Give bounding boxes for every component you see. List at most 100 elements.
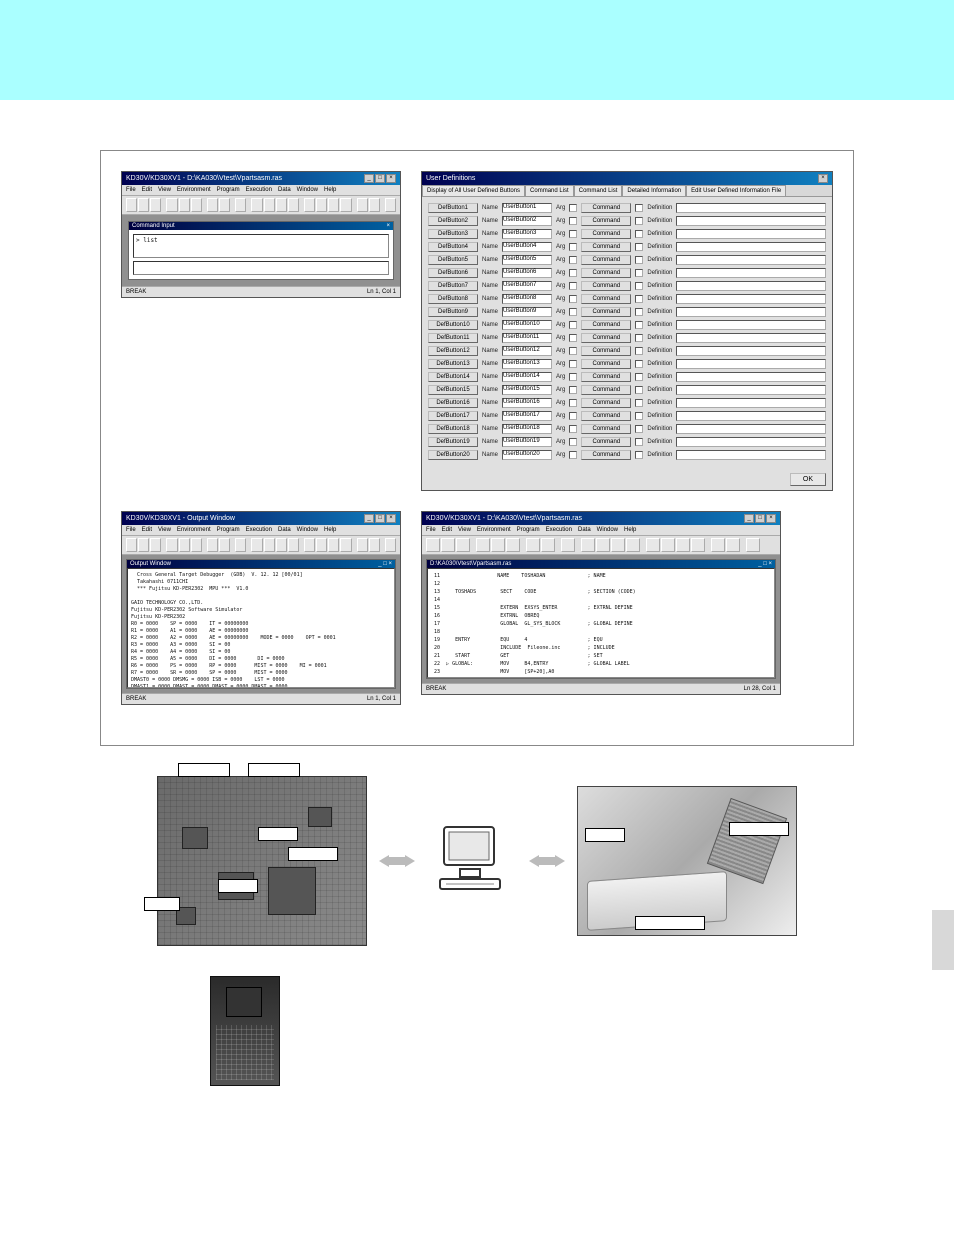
def-field[interactable]: [676, 203, 826, 213]
tool-button[interactable]: [369, 538, 380, 552]
def-field[interactable]: [676, 424, 826, 434]
tool-button[interactable]: [561, 538, 575, 552]
tab-cmdlist2[interactable]: Command List: [574, 185, 623, 196]
arg-checkbox[interactable]: [569, 373, 577, 381]
menu-view[interactable]: View: [158, 527, 171, 533]
command-button[interactable]: Command: [581, 216, 631, 226]
command-button[interactable]: Command: [581, 281, 631, 291]
def-field[interactable]: [676, 255, 826, 265]
defbutton[interactable]: DefButton11: [428, 333, 478, 343]
menu-env[interactable]: Environment: [177, 187, 211, 193]
arg-checkbox[interactable]: [569, 308, 577, 316]
menu-data[interactable]: Data: [278, 527, 291, 533]
tool-button[interactable]: [441, 538, 455, 552]
def-checkbox[interactable]: [635, 243, 643, 251]
name-field[interactable]: UserButton5: [502, 255, 552, 265]
command-button[interactable]: Command: [581, 242, 631, 252]
defbutton[interactable]: DefButton16: [428, 398, 478, 408]
tool-button[interactable]: [235, 538, 246, 552]
def-field[interactable]: [676, 333, 826, 343]
name-field[interactable]: UserButton20: [502, 450, 552, 460]
def-checkbox[interactable]: [635, 412, 643, 420]
tool-button[interactable]: [219, 198, 230, 212]
def-checkbox[interactable]: [635, 360, 643, 368]
def-checkbox[interactable]: [635, 282, 643, 290]
tool-button[interactable]: [304, 198, 315, 212]
menu-prog[interactable]: Program: [517, 527, 540, 533]
defbutton[interactable]: DefButton3: [428, 229, 478, 239]
command-button[interactable]: Command: [581, 333, 631, 343]
def-field[interactable]: [676, 268, 826, 278]
tool-button[interactable]: [340, 198, 351, 212]
menu-help[interactable]: Help: [624, 527, 636, 533]
def-checkbox[interactable]: [635, 451, 643, 459]
def-checkbox[interactable]: [635, 334, 643, 342]
tool-button[interactable]: [276, 538, 287, 552]
name-field[interactable]: UserButton2: [502, 216, 552, 226]
tool-button[interactable]: [426, 538, 440, 552]
command-button[interactable]: Command: [581, 424, 631, 434]
defbutton[interactable]: DefButton7: [428, 281, 478, 291]
tool-button[interactable]: [526, 538, 540, 552]
command-button[interactable]: Command: [581, 255, 631, 265]
def-field[interactable]: [676, 385, 826, 395]
defbutton[interactable]: DefButton19: [428, 437, 478, 447]
def-checkbox[interactable]: [635, 321, 643, 329]
tool-button[interactable]: [304, 538, 315, 552]
tool-button[interactable]: [596, 538, 610, 552]
name-field[interactable]: UserButton16: [502, 398, 552, 408]
cmd-output[interactable]: [133, 261, 389, 275]
def-field[interactable]: [676, 242, 826, 252]
arg-checkbox[interactable]: [569, 217, 577, 225]
tool-button[interactable]: [541, 538, 555, 552]
arg-checkbox[interactable]: [569, 425, 577, 433]
tool-button[interactable]: [166, 538, 177, 552]
menu-view[interactable]: View: [458, 527, 471, 533]
tool-button[interactable]: [581, 538, 595, 552]
def-field[interactable]: [676, 359, 826, 369]
menu-view[interactable]: View: [158, 187, 171, 193]
tool-button[interactable]: [126, 538, 137, 552]
tool-button[interactable]: [626, 538, 640, 552]
name-field[interactable]: UserButton12: [502, 346, 552, 356]
defbutton[interactable]: DefButton2: [428, 216, 478, 226]
tool-button[interactable]: [385, 538, 396, 552]
def-checkbox[interactable]: [635, 295, 643, 303]
command-button[interactable]: Command: [581, 229, 631, 239]
arg-checkbox[interactable]: [569, 230, 577, 238]
menu-help[interactable]: Help: [324, 187, 336, 193]
defbutton[interactable]: DefButton1: [428, 203, 478, 213]
def-field[interactable]: [676, 372, 826, 382]
menu-exec[interactable]: Execution: [546, 527, 572, 533]
defbutton[interactable]: DefButton14: [428, 372, 478, 382]
command-button[interactable]: Command: [581, 359, 631, 369]
close-button[interactable]: ×: [818, 174, 828, 183]
tool-button[interactable]: [316, 538, 327, 552]
tool-button[interactable]: [491, 538, 505, 552]
tool-button[interactable]: [646, 538, 660, 552]
menu-window[interactable]: Window: [297, 187, 318, 193]
def-checkbox[interactable]: [635, 438, 643, 446]
arg-checkbox[interactable]: [569, 269, 577, 277]
menu-prog[interactable]: Program: [217, 187, 240, 193]
def-checkbox[interactable]: [635, 373, 643, 381]
tool-button[interactable]: [661, 538, 675, 552]
min-button[interactable]: _: [364, 514, 374, 523]
tool-button[interactable]: [126, 198, 137, 212]
tool-button[interactable]: [611, 538, 625, 552]
tool-button[interactable]: [726, 538, 740, 552]
def-field[interactable]: [676, 320, 826, 330]
def-checkbox[interactable]: [635, 425, 643, 433]
cmd-input[interactable]: > list: [133, 234, 389, 258]
tool-button[interactable]: [207, 198, 218, 212]
defbutton[interactable]: DefButton15: [428, 385, 478, 395]
tool-button[interactable]: [235, 198, 246, 212]
name-field[interactable]: UserButton18: [502, 424, 552, 434]
def-field[interactable]: [676, 437, 826, 447]
tool-button[interactable]: [328, 538, 339, 552]
def-field[interactable]: [676, 294, 826, 304]
name-field[interactable]: UserButton14: [502, 372, 552, 382]
name-field[interactable]: UserButton13: [502, 359, 552, 369]
output-text[interactable]: Cross General Target Debugger (GDB) V. 1…: [127, 568, 395, 688]
def-checkbox[interactable]: [635, 217, 643, 225]
